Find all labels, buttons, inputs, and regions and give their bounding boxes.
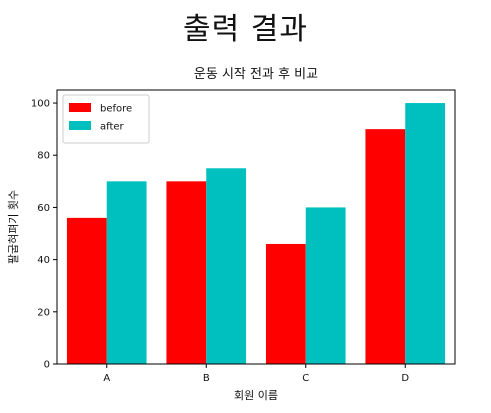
chart-title: 운동 시작 전과 후 비교 — [194, 67, 318, 82]
legend-swatch-after — [69, 121, 91, 130]
bar-before-A — [66, 217, 107, 364]
bar-before-C — [265, 243, 306, 364]
bars-layer — [66, 103, 446, 365]
y-tick-label: 80 — [37, 151, 50, 162]
x-axis-label: 회원 이름 — [234, 389, 278, 402]
page-heading: 출력 결과 — [183, 12, 308, 47]
x-tick-label: A — [103, 373, 110, 384]
bar-after-D — [405, 103, 446, 365]
bar-after-B — [206, 168, 247, 364]
bar-after-A — [106, 181, 147, 364]
bar-after-C — [305, 207, 346, 364]
y-ticks: 0 20 40 60 80 100 — [31, 99, 57, 371]
x-ticks: A B C D — [103, 364, 409, 384]
y-tick-label: 0 — [44, 360, 50, 371]
x-tick-label: C — [302, 373, 309, 384]
y-tick-label: 100 — [31, 99, 50, 110]
x-tick-label: B — [203, 373, 210, 384]
legend-label-after: after — [100, 122, 125, 133]
bar-before-D — [365, 129, 406, 364]
y-axis-label: 팔굽혀펴기 횟수 — [7, 190, 20, 264]
legend-label-before: before — [100, 104, 132, 115]
y-tick-label: 60 — [37, 203, 50, 214]
legend-swatch-before — [69, 103, 91, 112]
legend: before after — [62, 94, 150, 144]
y-tick-label: 20 — [37, 307, 50, 318]
x-tick-label: D — [401, 373, 409, 384]
y-tick-label: 40 — [37, 255, 50, 266]
bar-before-B — [166, 181, 207, 364]
legend-box — [62, 94, 150, 144]
plot-frame — [56, 89, 456, 365]
